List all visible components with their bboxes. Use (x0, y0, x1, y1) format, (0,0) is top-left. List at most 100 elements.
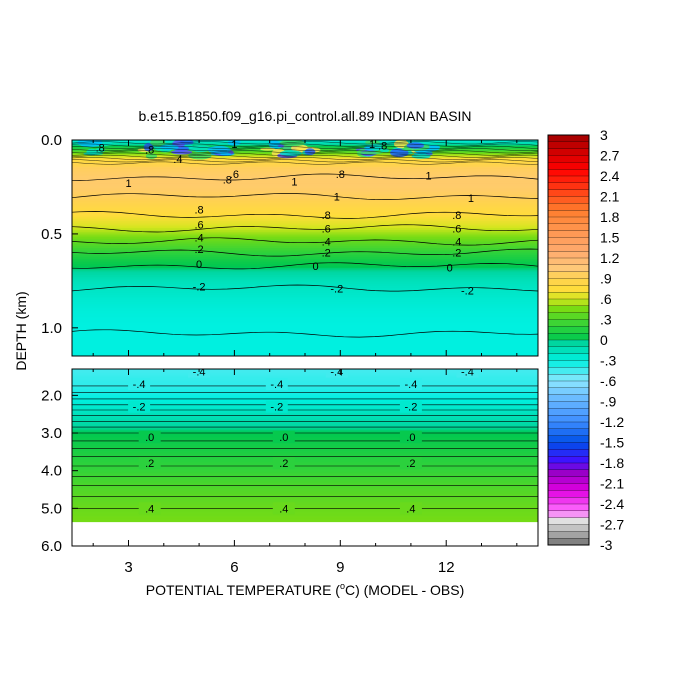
upper-contour-label: .8 (322, 210, 331, 222)
upper-fill-band (72, 350, 538, 353)
lower-label-backdrop (128, 378, 151, 391)
surface-contour-line (72, 161, 538, 165)
lower-fill-band (72, 410, 538, 413)
lower-fill-band (72, 396, 538, 399)
upper-contour-label: .2 (195, 244, 204, 256)
lower-fill-band (72, 478, 538, 481)
colorbar-label: .6 (600, 291, 612, 307)
colorbar-swatch (547, 497, 590, 505)
lower-label-backdrop (138, 502, 161, 515)
upper-contour-line (72, 211, 538, 219)
lower-fill-band (72, 514, 538, 517)
upper-contour-line (72, 237, 538, 246)
upper-contour-label: .8 (96, 143, 105, 155)
upper-fill-band (72, 255, 538, 258)
lower-fill-band (72, 482, 538, 485)
colorbar-swatch (547, 182, 590, 191)
lower-contour-label: .2 (406, 458, 415, 470)
lower-fill-band (72, 428, 538, 431)
lower-fill-band (72, 513, 538, 516)
surface-anomaly-patch (279, 140, 306, 147)
lower-label-backdrop (272, 430, 295, 443)
lower-fill-band (72, 472, 538, 475)
colorbar-swatch (547, 531, 590, 539)
colorbar-label: 2.7 (600, 148, 620, 164)
upper-fill-band (72, 314, 538, 317)
upper-fill-band (72, 300, 538, 303)
upper-fill-band (72, 339, 538, 343)
upper-fill-band (72, 215, 538, 218)
lower-contour-label: .0 (406, 432, 415, 444)
upper-fill-band (72, 275, 538, 278)
lower-label-backdrop (272, 457, 295, 470)
upper-fill-band (72, 278, 538, 281)
upper-fill-band (72, 267, 538, 271)
lower-fill-band (72, 388, 538, 391)
upper-fill-band (72, 307, 538, 310)
upper-fill-band (72, 208, 538, 211)
surface-contour-line (72, 145, 538, 149)
upper-fill-band (72, 239, 538, 242)
upper-fill-band (72, 285, 538, 289)
upper-fill-band (72, 296, 538, 299)
lower-fill-band (72, 371, 538, 374)
lower-fill-band (72, 506, 538, 509)
lower-fill-band (72, 466, 538, 469)
upper-fill-band (72, 264, 538, 267)
lower-fill-band (72, 393, 538, 396)
lower-fill-band (72, 486, 538, 489)
upper-fill-band (72, 231, 538, 235)
surface-contour-line (72, 159, 538, 163)
surface-anomaly-patch (207, 145, 231, 154)
lower-contour-label: .0 (279, 432, 288, 444)
upper-fill-band (72, 280, 538, 283)
lower-label-backdrop (265, 378, 288, 391)
lower-label-backdrop (128, 400, 151, 413)
colorbar-swatch (547, 298, 590, 307)
colorbar-swatch (547, 428, 590, 437)
lower-fill-band (72, 509, 538, 512)
colorbar-swatch (547, 271, 590, 279)
x-axis-label: POTENTIAL TEMPERATURE (oC) (MODEL - OBS) (146, 581, 465, 598)
lower-fill-band (72, 441, 538, 444)
lower-fill-band (72, 479, 538, 482)
upper-fill-band (72, 204, 538, 208)
colorbar-label: 2.4 (600, 168, 620, 184)
lower-fill-band (72, 496, 538, 499)
lower-fill-band (72, 477, 538, 480)
upper-fill-band (72, 224, 538, 227)
upper-fill-band (72, 213, 538, 217)
upper-fill-band (72, 323, 538, 326)
colorbar-swatch (547, 353, 590, 361)
colorbar-label: -3 (600, 537, 613, 553)
colorbar-swatch (547, 251, 590, 259)
lower-fill-band (72, 416, 538, 419)
upper-fill-band (72, 235, 538, 238)
upper-fill-band (72, 320, 538, 323)
colorbar-swatch (547, 264, 590, 273)
y-tick-label: 4.0 (41, 463, 62, 480)
colorbar-swatch (547, 456, 590, 464)
upper-fill-band (72, 170, 538, 173)
lower-fill-band (72, 518, 538, 521)
lower-fill-band (72, 442, 538, 445)
upper-fill-band (72, 176, 538, 179)
colorbar-swatch (547, 367, 590, 375)
lower-fill-band (72, 507, 538, 510)
lower-fill-band (72, 418, 538, 421)
upper-fill-band (72, 179, 538, 182)
upper-contour-label: 1 (369, 139, 375, 151)
upper-fill-band (72, 334, 538, 337)
lower-contour-label: -.2 (404, 402, 417, 414)
upper-fill-band (72, 338, 538, 341)
lower-panel: -.4 -.4 -.4 -.4 -.4 -.4 -.2 -.2 -.2 .0 .0 .0 .2 .2 .2.… (72, 369, 538, 523)
y-tick-label: 1.0 (41, 320, 62, 337)
lower-fill-band (72, 457, 538, 460)
x-axis-label-prefix: POTENTIAL TEMPERATURE ( (146, 582, 341, 598)
lower-fill-band (72, 406, 538, 409)
upper-contour-label: -.2 (330, 283, 343, 295)
upper-fill-band (72, 192, 538, 195)
colorbar-swatch (547, 524, 590, 532)
upper-contour-label: .4 (452, 236, 461, 248)
colorbar-swatch (547, 387, 590, 396)
